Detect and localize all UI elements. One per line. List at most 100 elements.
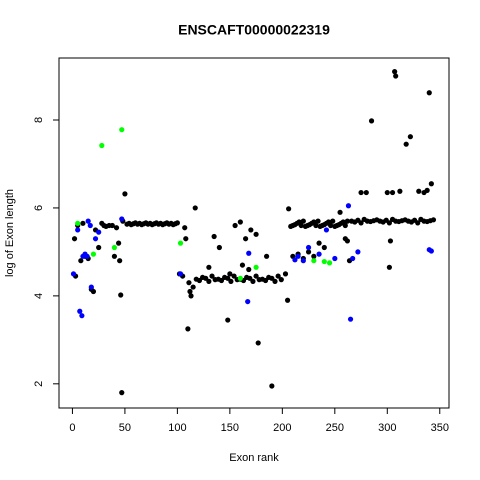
point — [87, 222, 93, 229]
point — [70, 271, 77, 277]
x-tick-label: 50 — [119, 422, 131, 434]
x-tick-label: 100 — [168, 422, 186, 434]
y-tick-label: 6 — [33, 205, 45, 211]
point — [183, 236, 189, 242]
point — [347, 316, 354, 322]
x-tick-label: 150 — [221, 422, 239, 434]
point — [344, 238, 351, 244]
point — [430, 217, 437, 223]
point — [85, 218, 91, 224]
point — [355, 249, 361, 255]
point — [96, 244, 102, 251]
point — [292, 257, 298, 263]
point — [119, 390, 125, 396]
point — [119, 127, 125, 133]
point — [90, 288, 97, 295]
point — [209, 273, 215, 279]
point — [344, 218, 351, 224]
point — [387, 238, 394, 244]
point — [321, 244, 327, 251]
point — [231, 273, 237, 279]
x-tick-label: 200 — [273, 422, 291, 434]
point — [282, 271, 289, 277]
point — [368, 118, 375, 124]
point — [392, 69, 398, 75]
point — [211, 233, 217, 240]
point — [286, 206, 292, 212]
point — [389, 189, 396, 196]
point — [426, 90, 432, 96]
point — [253, 273, 259, 279]
point — [122, 191, 128, 197]
point — [246, 266, 252, 273]
point — [316, 251, 322, 257]
point — [80, 220, 86, 226]
point — [316, 240, 322, 246]
point — [109, 222, 115, 229]
point — [182, 225, 188, 231]
point — [186, 280, 192, 286]
point — [206, 278, 212, 284]
point — [342, 222, 348, 229]
point — [300, 258, 306, 264]
point — [345, 203, 352, 209]
point — [272, 278, 278, 284]
point — [177, 271, 184, 277]
point — [416, 188, 422, 194]
point — [263, 253, 270, 259]
point — [321, 258, 327, 265]
y-tick-label: 8 — [33, 117, 45, 123]
point — [315, 218, 321, 224]
point — [305, 249, 312, 255]
x-tick-label: 350 — [431, 422, 449, 434]
y-tick-label: 4 — [33, 293, 45, 299]
point — [190, 284, 196, 290]
point — [228, 278, 234, 284]
point — [311, 258, 317, 264]
point — [326, 260, 333, 266]
point — [245, 298, 251, 305]
point — [332, 255, 338, 262]
point — [243, 236, 249, 242]
point — [295, 253, 301, 259]
point — [350, 255, 356, 262]
point — [111, 244, 118, 251]
point — [119, 216, 125, 222]
point — [386, 264, 392, 270]
point — [118, 292, 124, 298]
point — [71, 236, 78, 242]
point — [250, 278, 256, 284]
point — [78, 258, 84, 264]
point — [88, 284, 94, 290]
point — [225, 317, 231, 323]
point — [96, 229, 102, 235]
point — [407, 134, 413, 140]
point — [174, 220, 180, 226]
point — [227, 271, 233, 277]
point — [403, 141, 409, 147]
point — [284, 297, 291, 303]
point — [188, 293, 194, 299]
x-tick-label: 250 — [326, 422, 344, 434]
point — [424, 187, 430, 193]
point — [113, 225, 120, 231]
point — [77, 308, 83, 314]
x-tick-label: 300 — [378, 422, 396, 434]
point — [79, 313, 85, 319]
point — [99, 142, 105, 149]
point — [337, 209, 343, 215]
point — [311, 253, 317, 259]
point — [363, 189, 369, 196]
point — [185, 326, 191, 332]
point — [393, 73, 399, 79]
point — [177, 240, 184, 246]
point — [323, 227, 330, 233]
point — [313, 222, 319, 229]
point — [305, 244, 312, 251]
point — [116, 240, 122, 246]
point — [111, 253, 118, 259]
point — [298, 222, 304, 229]
